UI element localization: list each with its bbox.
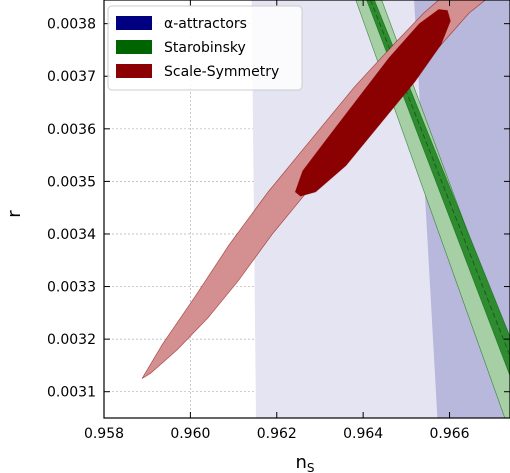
plot-frame: [103, 0, 510, 419]
y-tick-label: 0.0037: [47, 69, 96, 85]
x-tick-label: 0.958: [84, 426, 124, 442]
y-tick-label: 0.0036: [47, 122, 96, 138]
legend-swatch-scale-symmetry: [116, 64, 152, 78]
legend-swatch-starobinsky: [116, 40, 152, 54]
scale-symmetry-2sigma-region: [141, 0, 486, 379]
y-tick-label: 0.0033: [47, 280, 96, 296]
legend: α-attractors Starobinsky Scale-Symmetry: [107, 5, 303, 91]
legend-swatch-attractors: [116, 16, 152, 30]
x-tick-label: 0.962: [257, 426, 297, 442]
y-tick-label: 0.0031: [47, 385, 96, 401]
scale-symmetry-1sigma-region: [294, 9, 451, 197]
y-tick-label: 0.0038: [47, 17, 96, 33]
legend-label-starobinsky: Starobinsky: [164, 40, 246, 56]
y-axis-label: r: [4, 210, 25, 218]
y-tick-label: 0.0034: [47, 227, 96, 243]
legend-label-scale-symmetry: Scale-Symmetry: [164, 64, 279, 80]
x-axis-label: nS: [295, 452, 314, 473]
confidence-regions: [141, 0, 510, 418]
y-tick-label: 0.0035: [47, 174, 96, 190]
x-tick-label: 0.966: [429, 426, 469, 442]
axis-ticks: 0.958 0.960 0.962 0.964 0.966 0.0031 0.0032 0.0…: [47, 0, 510, 442]
x-tick-label: 0.964: [343, 426, 383, 442]
legend-label-attractors: α-attractors: [164, 16, 247, 32]
x-tick-label: 0.960: [170, 426, 210, 442]
legend-box: [107, 5, 303, 91]
y-tick-label: 0.0032: [47, 332, 96, 348]
